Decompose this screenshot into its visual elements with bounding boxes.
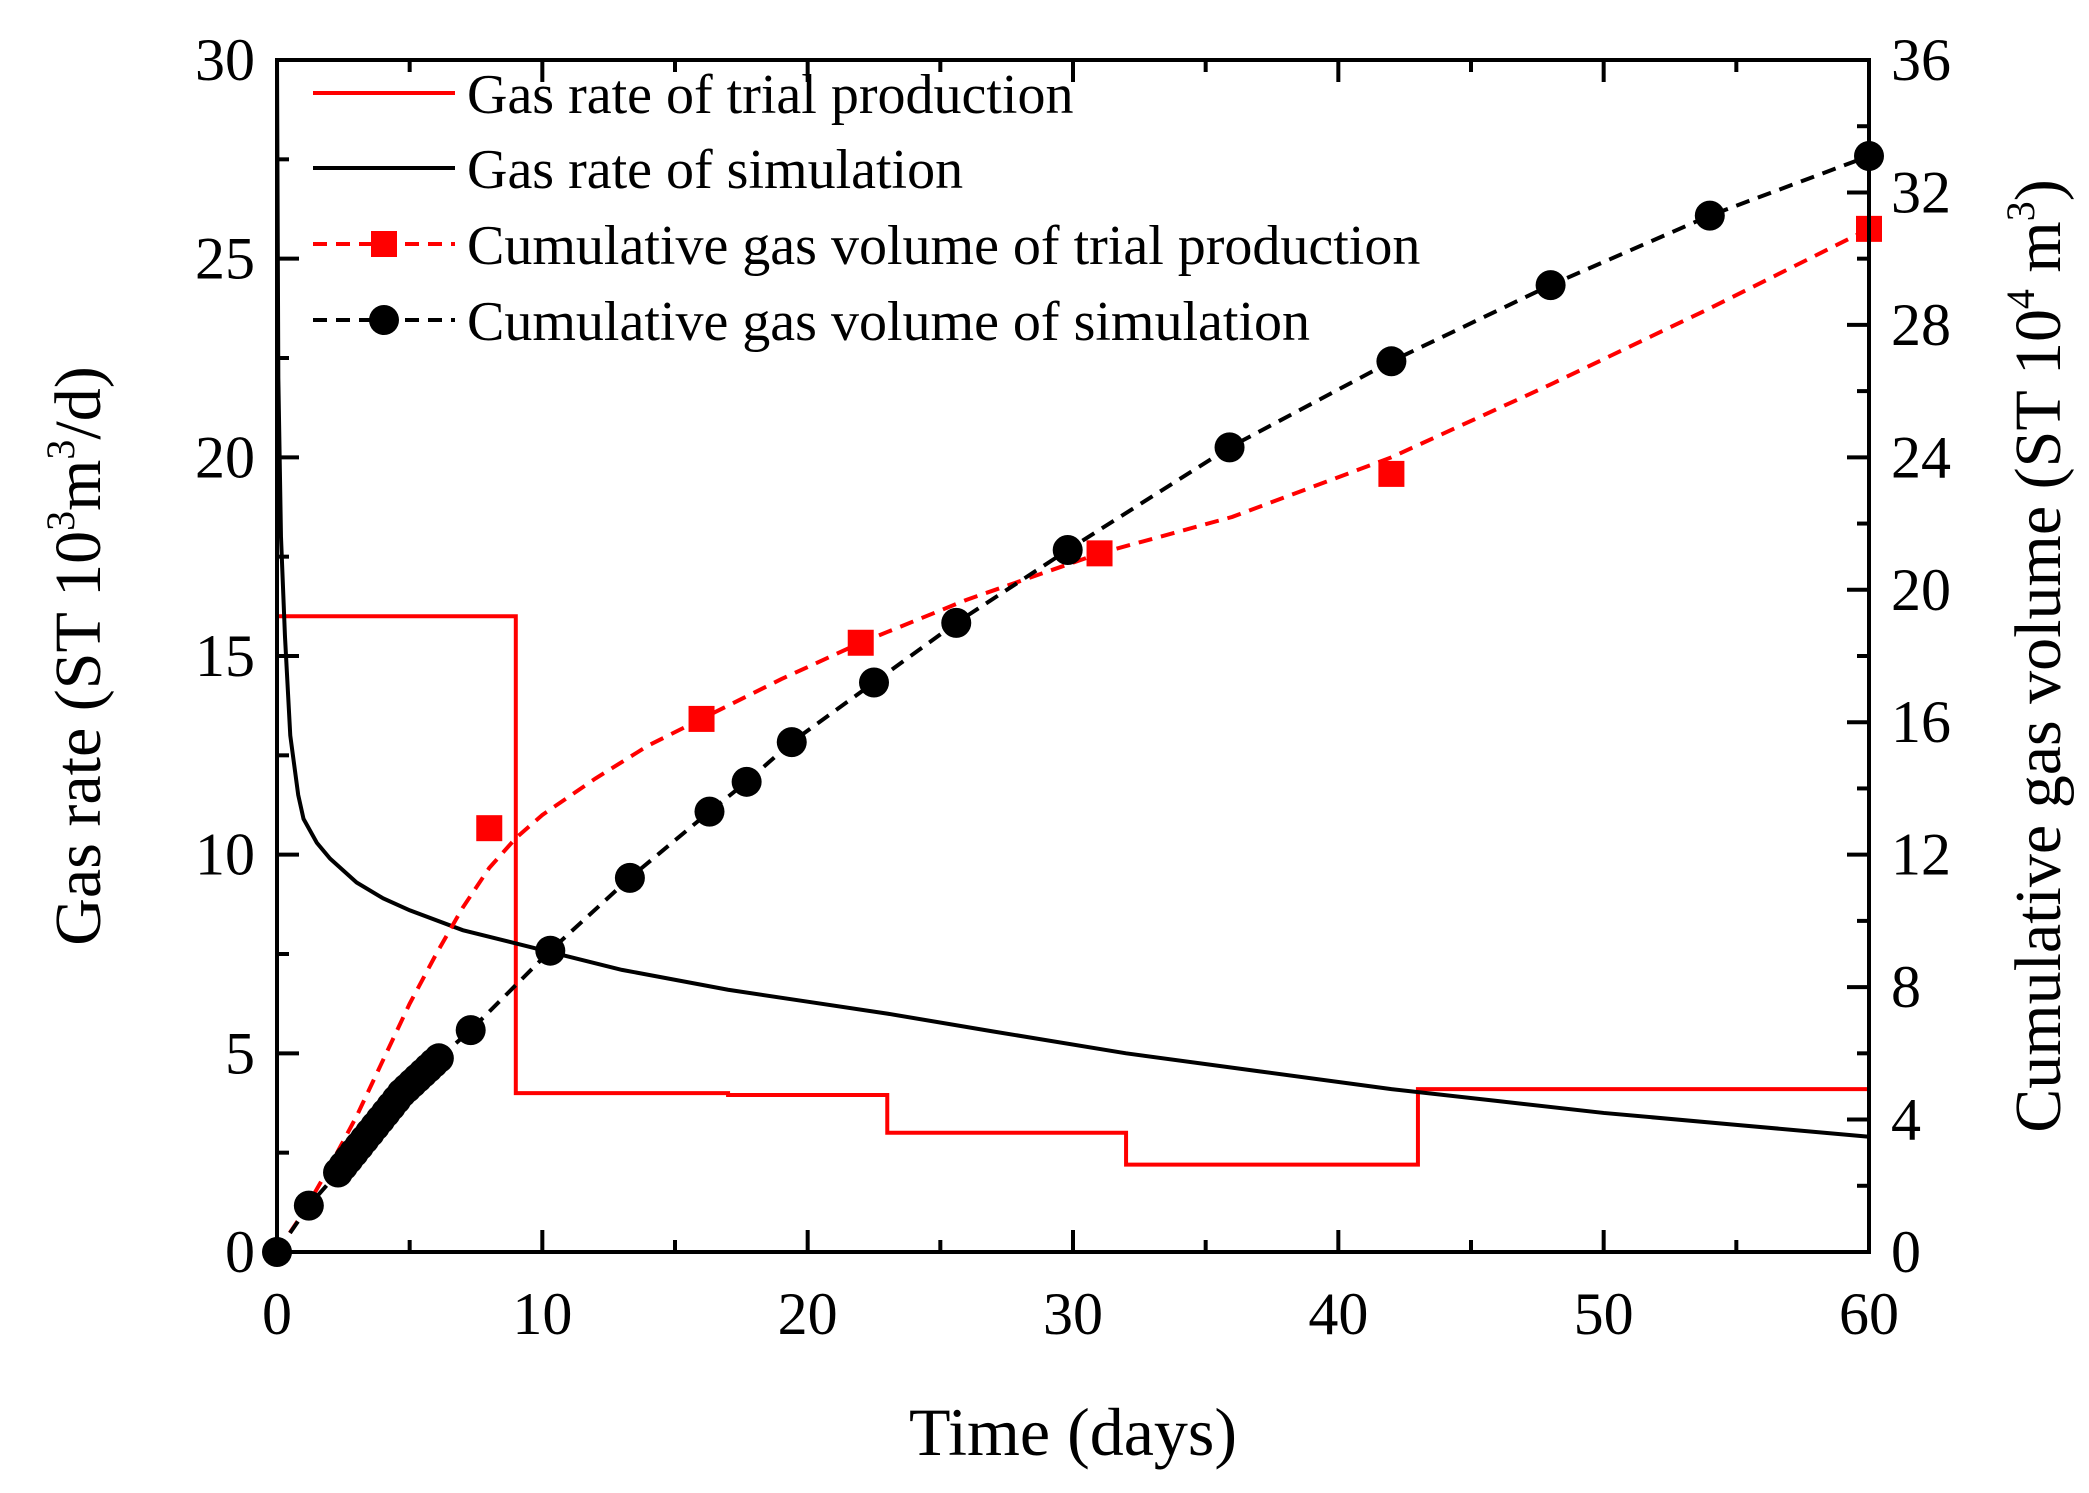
simulation-cumulative-marker xyxy=(423,1043,454,1074)
y-left-tick-label: 10 xyxy=(195,822,255,888)
y-axis-right-label: Cumulative gas volume (ST 104 m3) xyxy=(1998,179,2075,1133)
simulation-cumulative-marker xyxy=(293,1190,324,1221)
x-tick-label: 30 xyxy=(1043,1281,1103,1347)
trial-cumulative-marker xyxy=(1378,460,1405,487)
simulation-cumulative-marker xyxy=(731,766,762,797)
simulation-cumulative-dashed-line xyxy=(275,154,1870,1254)
simulation-cumulative-marker xyxy=(455,1015,486,1046)
x-tick-label: 60 xyxy=(1839,1281,1899,1347)
y-right-tick-label: 36 xyxy=(1891,27,1951,93)
trial-cumulative-marker xyxy=(847,629,874,656)
legend-label: Gas rate of trial production xyxy=(467,64,1073,126)
legend: Gas rate of trial production Gas rate of … xyxy=(313,64,1420,353)
y-right-tick-label: 20 xyxy=(1891,557,1951,623)
x-tick-label: 50 xyxy=(1574,1281,1634,1347)
legend-square-marker xyxy=(371,231,397,257)
x-tick-label: 20 xyxy=(778,1281,838,1347)
trial-cumulative-marker xyxy=(1086,540,1113,567)
simulation-cumulative-marker xyxy=(1535,270,1566,301)
y-axis-left-label: Gas rate (ST 103m3/d) xyxy=(38,366,115,946)
simulation-cumulative-marker xyxy=(1694,200,1725,231)
trial-gas-rate-line xyxy=(277,614,1869,1167)
simulation-cumulative-marker xyxy=(776,727,807,758)
y-right-tick-label: 8 xyxy=(1891,954,1921,1020)
y-left-tick-label: 5 xyxy=(225,1020,255,1086)
y-right-tick-label: 32 xyxy=(1891,159,1951,225)
trial-cumulative-dashed-line xyxy=(275,227,1870,1254)
x-tick-label: 40 xyxy=(1308,1281,1368,1347)
simulation-cumulative-marker xyxy=(535,935,566,966)
simulation-cumulative-marker xyxy=(694,796,725,827)
simulation-gas-rate-line xyxy=(275,59,1870,1139)
y-right-tick-label: 16 xyxy=(1891,689,1951,755)
y-left-tick-label: 15 xyxy=(195,623,255,689)
x-axis-label: Time (days) xyxy=(909,1394,1237,1470)
simulation-cumulative-marker xyxy=(614,862,645,893)
simulation-cumulative-marker xyxy=(1376,346,1407,377)
legend-label: Gas rate of simulation xyxy=(467,139,963,201)
simulation-cumulative-marker xyxy=(941,607,972,638)
x-tick-label: 0 xyxy=(262,1281,292,1347)
legend-label: Cumulative gas volume of trial productio… xyxy=(467,215,1420,277)
simulation-cumulative-marker xyxy=(859,667,889,698)
y-right-tick-label: 4 xyxy=(1891,1087,1921,1153)
y-left-tick-label: 0 xyxy=(225,1219,255,1285)
y-right-tick-label: 0 xyxy=(1891,1219,1921,1285)
y-right-tick-label: 24 xyxy=(1891,424,1951,490)
y-left-tick-label: 20 xyxy=(195,424,255,490)
trial-cumulative-marker xyxy=(688,705,715,732)
legend-label: Cumulative gas volume of simulation xyxy=(467,291,1310,353)
axes: 0 10 20 30 40 50 60051015202530048121620242832… xyxy=(195,27,1951,1347)
simulation-cumulative-marker xyxy=(1052,535,1083,566)
y-left-tick-label: 30 xyxy=(195,27,255,93)
y-right-tick-label: 12 xyxy=(1891,822,1951,888)
x-tick-label: 10 xyxy=(512,1281,572,1347)
simulation-cumulative-marker xyxy=(1214,432,1245,463)
trial-cumulative-marker xyxy=(476,815,503,842)
y-right-tick-label: 28 xyxy=(1891,292,1951,358)
y-left-tick-label: 25 xyxy=(195,226,255,292)
series-layer xyxy=(262,59,1884,1267)
legend-circle-marker xyxy=(369,305,399,335)
